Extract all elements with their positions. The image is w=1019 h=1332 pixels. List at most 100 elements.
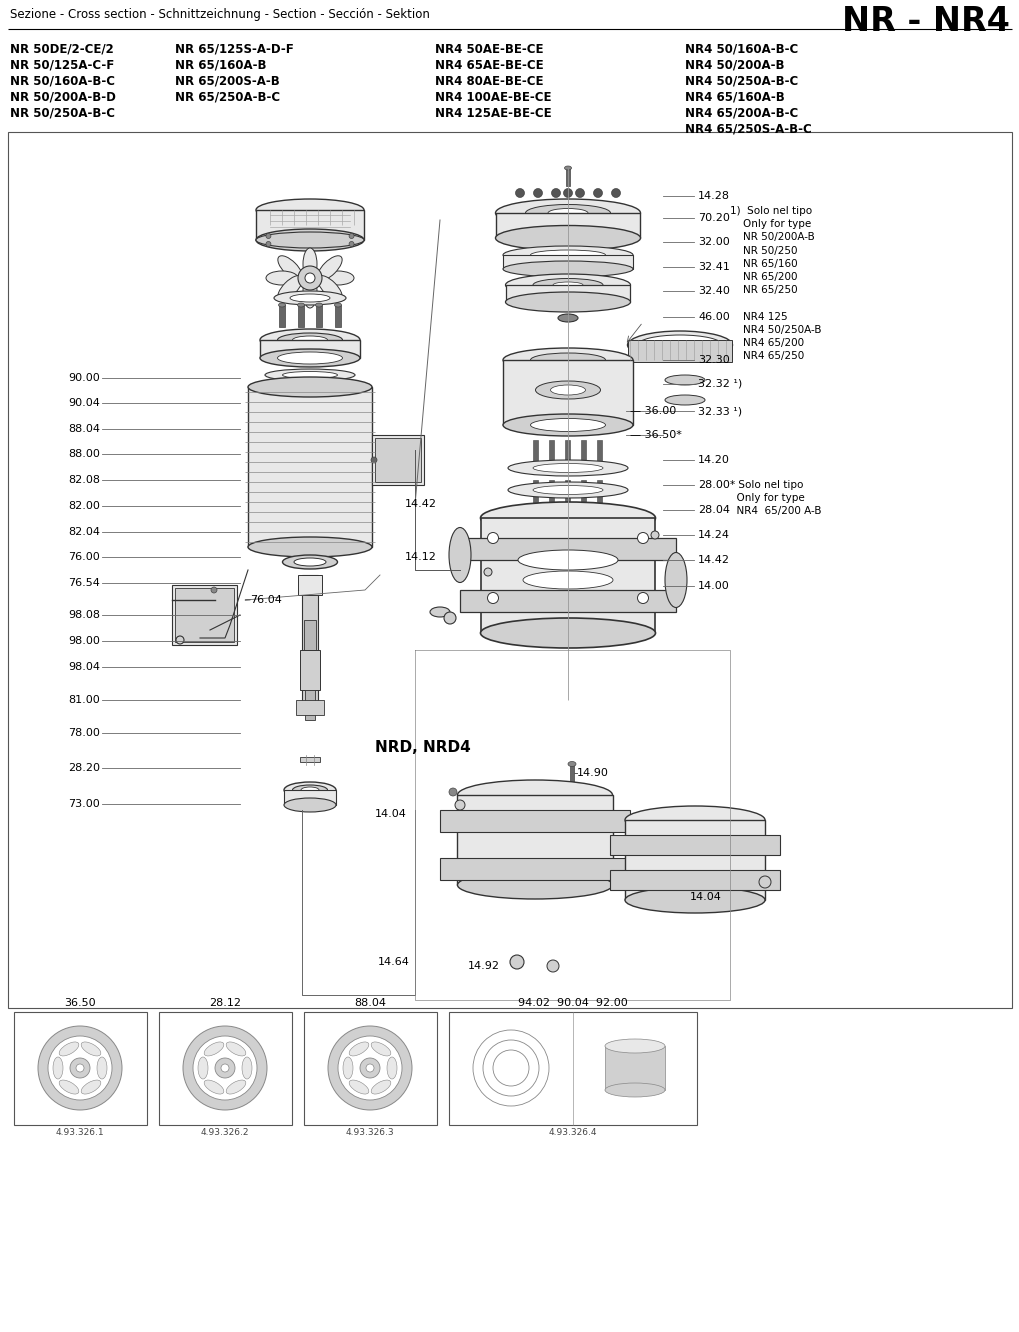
Bar [460, 590, 676, 611]
Text: 76.00: 76.00 [68, 551, 100, 562]
Circle shape [266, 241, 271, 246]
Bar [502, 360, 633, 425]
Bar [460, 538, 676, 559]
Ellipse shape [226, 1042, 246, 1056]
Text: 28.12: 28.12 [209, 998, 240, 1008]
Text: NR 65/160A-B: NR 65/160A-B [175, 59, 266, 72]
Text: 88.04: 88.04 [354, 998, 385, 1008]
Ellipse shape [266, 270, 298, 285]
Circle shape [360, 1058, 380, 1078]
Ellipse shape [256, 229, 364, 250]
Text: 14.42: 14.42 [405, 500, 436, 509]
Bar [172, 585, 236, 645]
Text: — 36.50*: — 36.50* [630, 430, 682, 440]
Text: NR4 80AE-BE-CE: NR4 80AE-BE-CE [434, 75, 543, 88]
Ellipse shape [495, 225, 640, 250]
Ellipse shape [289, 294, 330, 302]
Text: 90.04: 90.04 [68, 398, 100, 408]
Text: 98.04: 98.04 [68, 662, 100, 673]
Ellipse shape [298, 302, 305, 306]
Bar [609, 870, 780, 890]
Text: NRD, NRD4: NRD, NRD4 [375, 741, 471, 755]
Ellipse shape [523, 571, 612, 589]
Bar [256, 210, 364, 240]
Circle shape [454, 801, 465, 810]
Text: 88.00: 88.00 [68, 449, 100, 460]
Ellipse shape [530, 250, 605, 260]
Bar [8, 132, 1011, 1008]
Ellipse shape [322, 270, 354, 285]
Circle shape [305, 273, 315, 282]
Text: NR4 50/160A-B-C: NR4 50/160A-B-C [685, 43, 798, 56]
Text: 14.04: 14.04 [689, 892, 721, 902]
Bar [305, 690, 315, 721]
Ellipse shape [535, 381, 600, 400]
Ellipse shape [277, 333, 342, 348]
Text: NR 50/125A-C-F: NR 50/125A-C-F [10, 59, 114, 72]
Bar [248, 388, 372, 547]
Ellipse shape [502, 261, 633, 277]
Circle shape [533, 189, 542, 197]
Ellipse shape [458, 871, 611, 899]
Circle shape [448, 789, 457, 797]
Ellipse shape [507, 482, 628, 498]
Text: 4.93.326.1: 4.93.326.1 [56, 1128, 104, 1138]
Bar [628, 340, 732, 362]
Bar [549, 440, 554, 465]
Ellipse shape [277, 276, 303, 300]
Text: 1)  Solo nel tipo
    Only for type
    NR 50/200A-B
    NR 50/250
    NR 65/160: 1) Solo nel tipo Only for type NR 50/200… [730, 206, 820, 361]
Circle shape [551, 189, 560, 197]
Bar [495, 213, 639, 238]
Ellipse shape [248, 537, 372, 557]
Text: 73.00: 73.00 [68, 799, 100, 809]
Ellipse shape [59, 1080, 78, 1094]
Text: NR 50/200A-B-D: NR 50/200A-B-D [10, 91, 116, 104]
Ellipse shape [301, 787, 319, 793]
Ellipse shape [637, 336, 721, 356]
Ellipse shape [430, 607, 449, 617]
Bar [457, 795, 612, 884]
Circle shape [337, 1036, 401, 1100]
Ellipse shape [348, 1042, 369, 1056]
Circle shape [328, 1026, 412, 1110]
Circle shape [215, 1058, 234, 1078]
Bar [375, 438, 421, 482]
Text: NR 50/250A-B-C: NR 50/250A-B-C [10, 107, 115, 120]
Circle shape [611, 189, 620, 197]
Ellipse shape [292, 785, 327, 795]
Bar [481, 518, 654, 633]
Ellipse shape [97, 1058, 107, 1079]
Text: 14.20: 14.20 [697, 456, 730, 465]
Bar [609, 835, 780, 855]
Text: 82.00: 82.00 [68, 501, 100, 511]
Text: 28.20: 28.20 [68, 763, 100, 773]
Ellipse shape [664, 376, 704, 385]
Text: 76.54: 76.54 [68, 578, 100, 587]
Text: 4.93.326.2: 4.93.326.2 [201, 1128, 249, 1138]
Ellipse shape [604, 1083, 664, 1098]
Circle shape [487, 593, 498, 603]
Circle shape [48, 1036, 112, 1100]
Circle shape [298, 266, 322, 290]
Bar [533, 440, 538, 465]
Text: 81.00: 81.00 [68, 695, 100, 705]
Ellipse shape [260, 349, 360, 368]
Text: 14.90: 14.90 [577, 769, 608, 778]
Text: Sezione - Cross section - Schnittzeichnung - Section - Sección - Sektion: Sezione - Cross section - Schnittzeichnu… [10, 8, 429, 21]
Ellipse shape [448, 527, 471, 582]
Text: 82.04: 82.04 [68, 527, 100, 537]
Ellipse shape [518, 550, 618, 570]
Ellipse shape [480, 502, 655, 534]
Bar [625, 821, 764, 900]
Ellipse shape [604, 1039, 664, 1054]
Ellipse shape [505, 274, 630, 296]
Circle shape [211, 587, 217, 593]
Bar [597, 440, 602, 465]
Bar [159, 1012, 291, 1126]
Text: NR4 65/200A-B-C: NR4 65/200A-B-C [685, 107, 798, 120]
Circle shape [193, 1036, 257, 1100]
Ellipse shape [334, 302, 341, 306]
Ellipse shape [226, 1080, 246, 1094]
Bar [597, 480, 602, 505]
Bar [175, 587, 233, 642]
